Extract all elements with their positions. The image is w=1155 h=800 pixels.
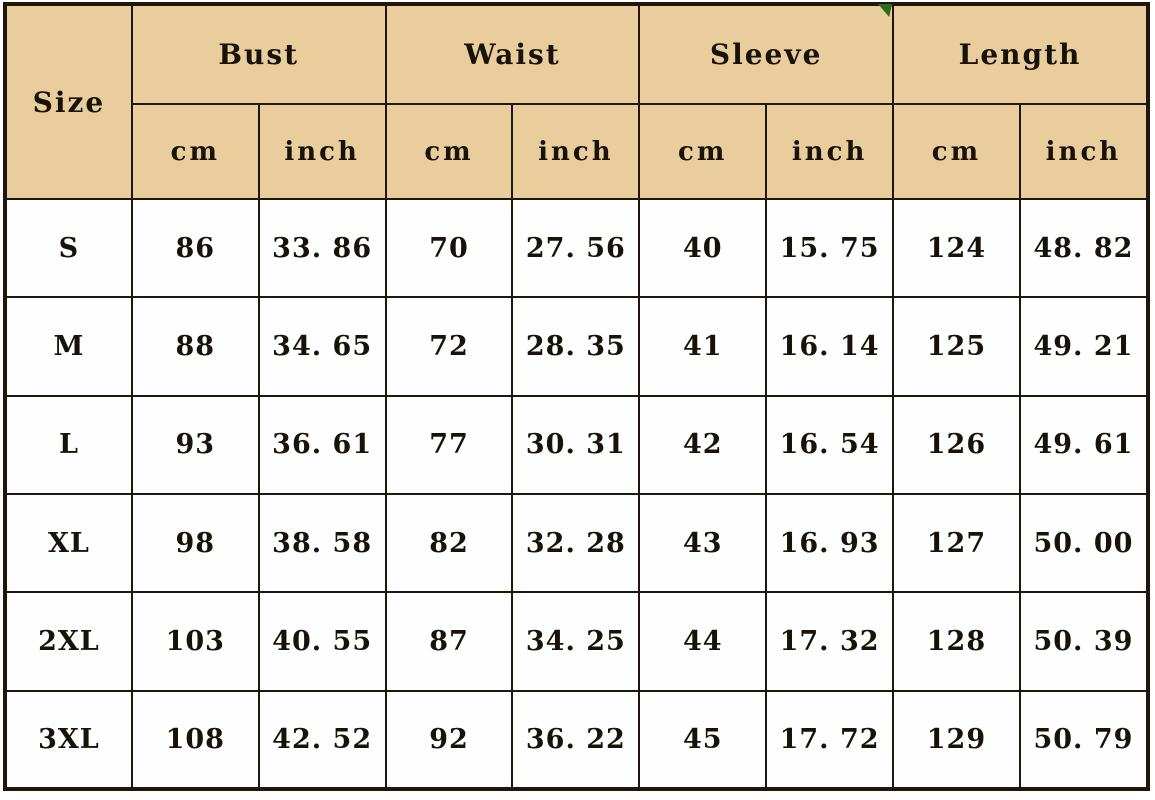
measurement-cell: 127 (892, 492, 1021, 594)
unit-header-waist-inch: inch (511, 103, 641, 200)
measurement-cell: 108 (130, 689, 260, 791)
table-row-xl: XL 98 38. 58 82 32. 28 43 16. 93 127 50.… (4, 492, 1150, 594)
group-header-bust: Bust (130, 3, 387, 105)
measurement-cell: 16. 14 (765, 296, 895, 397)
measurement-cell: 34. 65 (257, 296, 387, 397)
size-label: L (4, 394, 133, 495)
measurement-cell: 77 (384, 394, 514, 495)
unit-header-row: cm inch cm inch cm inch cm inch (5, 103, 1150, 200)
measurement-cell: 33. 86 (257, 197, 387, 299)
measurement-cell: 16. 93 (765, 492, 895, 594)
measurement-cell: 40. 55 (257, 591, 387, 692)
measurement-cell: 36. 61 (257, 394, 387, 495)
measurement-cell: 50. 00 (1018, 492, 1150, 594)
measurement-cell: 87 (384, 591, 514, 692)
measurement-cell: 103 (130, 591, 260, 692)
table-row-2xl: 2XL 103 40. 55 87 34. 25 44 17. 32 128 5… (4, 591, 1150, 692)
table-row-s: S 86 33. 86 70 27. 56 40 15. 75 124 48. … (4, 197, 1150, 299)
size-label: 3XL (4, 689, 133, 791)
measurement-cell: 128 (892, 591, 1021, 692)
measurement-cell: 72 (384, 296, 514, 397)
group-header-length: Length (892, 3, 1149, 105)
measurement-cell: 125 (892, 296, 1021, 397)
measurement-cell: 124 (892, 197, 1021, 299)
measurement-cell: 48. 82 (1018, 197, 1150, 299)
measurement-cell: 32. 28 (511, 492, 641, 594)
size-chart-table: Size Bust Waist Sleeve Length cm inch cm… (3, 2, 1150, 791)
measurement-cell: 44 (638, 591, 768, 692)
measurement-cell: 38. 58 (257, 492, 387, 594)
measurement-cell: 98 (130, 492, 260, 594)
measurement-cell: 40 (638, 197, 768, 299)
measurement-cell: 129 (892, 689, 1021, 791)
measurement-cell: 49. 61 (1018, 394, 1150, 495)
measurement-cell: 15. 75 (765, 197, 895, 299)
size-label: S (4, 197, 133, 299)
measurement-cell: 45 (638, 689, 768, 791)
table-row-l: L 93 36. 61 77 30. 31 42 16. 54 126 49. … (4, 394, 1150, 495)
measurement-cell: 17. 32 (765, 591, 895, 692)
group-header-row: Size Bust Waist Sleeve Length (4, 3, 1149, 200)
measurement-cell: 17. 72 (765, 689, 895, 791)
measurement-cell: 126 (892, 394, 1021, 495)
measurement-cell: 93 (130, 394, 260, 495)
unit-header-waist-cm: cm (384, 103, 514, 200)
size-column-header: Size (4, 3, 133, 200)
unit-header-length-cm: cm (892, 103, 1021, 200)
measurement-cell: 16. 54 (765, 394, 895, 495)
unit-header-bust-cm: cm (130, 103, 260, 200)
unit-header-bust-inch: inch (257, 103, 387, 200)
measurement-cell: 42. 52 (257, 689, 387, 791)
measurement-cell: 36. 22 (511, 689, 641, 791)
measurement-cell: 49. 21 (1018, 296, 1150, 397)
size-label: 2XL (4, 591, 133, 692)
measurement-cell: 88 (130, 296, 260, 397)
measurement-cell: 92 (384, 689, 514, 791)
table-row-3xl: 3XL 108 42. 52 92 36. 22 45 17. 72 129 5… (4, 689, 1150, 791)
measurement-cell: 86 (130, 197, 260, 299)
measurement-cell: 34. 25 (511, 591, 641, 692)
measurement-cell: 27. 56 (511, 197, 641, 299)
unit-header-length-inch: inch (1018, 103, 1150, 200)
measurement-cell: 50. 79 (1018, 689, 1150, 791)
group-header-waist: Waist (384, 3, 641, 105)
measurement-cell: 30. 31 (511, 394, 641, 495)
size-label: XL (4, 492, 133, 594)
measurement-cell: 70 (384, 197, 514, 299)
measurement-cell: 50. 39 (1018, 591, 1150, 692)
measurement-cell: 43 (638, 492, 768, 594)
table-row-m: M 88 34. 65 72 28. 35 41 16. 14 125 49. … (4, 296, 1150, 397)
measurement-cell: 28. 35 (511, 296, 641, 397)
unit-header-sleeve-inch: inch (765, 103, 895, 200)
group-header-sleeve: Sleeve (638, 3, 895, 105)
size-label: M (4, 296, 133, 397)
measurement-cell: 41 (638, 296, 768, 397)
unit-header-sleeve-cm: cm (638, 103, 768, 200)
measurement-cell: 42 (638, 394, 768, 495)
measurement-cell: 82 (384, 492, 514, 594)
